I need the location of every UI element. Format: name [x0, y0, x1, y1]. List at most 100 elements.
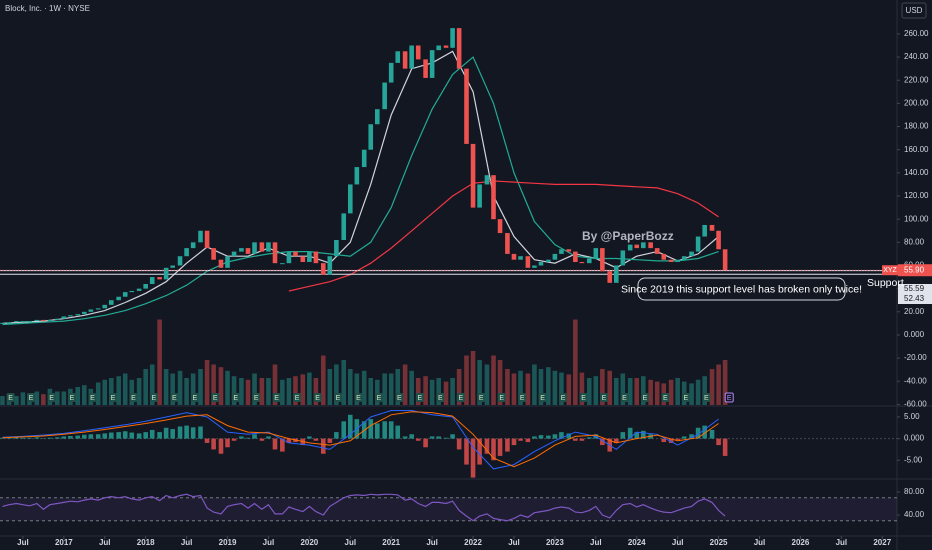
- macd-histogram-bar: [675, 438, 680, 440]
- earnings-letter: E: [561, 395, 566, 402]
- earnings-letter: E: [274, 395, 279, 402]
- x-tick-label: Jul: [263, 538, 275, 547]
- volume-bar: [177, 370, 183, 405]
- candle: [702, 224, 707, 237]
- macd-histogram-bar: [266, 436, 271, 439]
- candle: [88, 309, 94, 312]
- macd-histogram-bar: [477, 438, 482, 465]
- volume-bar: [497, 360, 503, 405]
- earnings-marker: [374, 393, 383, 402]
- volume-bar: [395, 369, 401, 405]
- currency[interactable]: USD: [906, 6, 923, 15]
- macd-histogram-bar: [586, 437, 592, 439]
- candle: [163, 267, 169, 280]
- y-tick-label: 260.00: [904, 29, 929, 38]
- volume-bar: [14, 396, 19, 405]
- volume-bar: [122, 373, 128, 405]
- x-tick-label: 2020: [300, 538, 318, 547]
- earnings-marker: [129, 393, 138, 402]
- macd-histogram-bar: [415, 438, 421, 441]
- candle: [259, 242, 265, 252]
- volume-bar: [293, 376, 298, 405]
- volume-bar: [559, 372, 564, 405]
- earnings-marker: [6, 393, 15, 402]
- candle: [6, 322, 12, 324]
- macd-histogram-bar: [546, 435, 551, 439]
- candle: [47, 319, 53, 322]
- x-tick-label: Jul: [426, 538, 438, 547]
- volume-bar: [218, 367, 224, 405]
- volume-bar: [102, 379, 108, 405]
- earnings-letter: E: [131, 395, 136, 402]
- volume-bar: [190, 373, 196, 405]
- candle: [505, 233, 510, 254]
- macd-histogram-bar: [525, 438, 531, 443]
- support-price: 52.43: [904, 294, 925, 303]
- macd-histogram-bar: [443, 437, 449, 439]
- support-price: 55.59: [904, 284, 925, 293]
- candle: [456, 28, 462, 69]
- currency-box[interactable]: [901, 2, 927, 19]
- candle: [327, 256, 333, 275]
- x-tick-label: Jul: [17, 538, 29, 547]
- macd-histogram-bar: [198, 426, 203, 439]
- y-tick-label: 180.00: [904, 122, 929, 131]
- volume-bar: [716, 364, 721, 405]
- candle: [443, 45, 449, 48]
- macd-histogram-bar: [709, 429, 715, 439]
- volume-bar: [225, 370, 230, 405]
- macd-histogram-bar: [429, 436, 435, 439]
- volume-bar: [415, 378, 421, 405]
- earnings-letter: E: [49, 395, 54, 402]
- candle: [709, 224, 715, 231]
- macd-histogram-bar: [280, 438, 285, 452]
- volume-bar: [640, 376, 646, 405]
- earnings-marker: [640, 393, 649, 402]
- y-tick-label: -20.00: [904, 353, 927, 362]
- macd-histogram-bar: [286, 438, 292, 443]
- macd-histogram-bar: [497, 438, 503, 456]
- macd-histogram-bar: [450, 434, 455, 439]
- earnings-marker: [661, 393, 670, 402]
- candle: [354, 167, 360, 185]
- author: By @PaperBozz: [582, 229, 674, 243]
- earnings-letter: E: [8, 395, 13, 402]
- candle: [157, 277, 162, 280]
- macd-histogram-bar: [75, 435, 81, 439]
- earnings-marker: [724, 392, 734, 403]
- macd-histogram-bar: [341, 421, 347, 439]
- candle: [661, 253, 667, 260]
- y-tick-label: 40.00: [904, 510, 925, 519]
- candle: [546, 259, 551, 263]
- earnings-letter: E: [90, 395, 95, 402]
- earnings-letter: E: [418, 395, 423, 402]
- macd-histogram-bar: [600, 438, 605, 446]
- earnings-letter: E: [356, 395, 361, 402]
- volume-bar: [579, 372, 585, 405]
- volume-bar: [116, 376, 121, 405]
- volume-bar: [368, 378, 374, 405]
- earnings-marker: [231, 393, 240, 402]
- volume-bar: [538, 369, 544, 405]
- candle: [149, 277, 155, 285]
- candle: [716, 230, 721, 250]
- candle: [225, 256, 230, 268]
- volume-bar: [402, 364, 408, 405]
- earnings-letter: E: [70, 395, 75, 402]
- volume-bar: [464, 355, 469, 405]
- earnings-letter: E: [233, 395, 238, 402]
- volume-bar: [702, 376, 707, 405]
- macd-histogram-bar: [505, 438, 510, 452]
- earnings-marker: [477, 393, 486, 402]
- earnings-letter: E: [192, 395, 197, 402]
- earnings-marker: [538, 393, 547, 402]
- macd-histogram-bar: [423, 438, 428, 448]
- candle: [20, 321, 26, 323]
- macd-histogram-bar: [307, 436, 312, 439]
- volume-bar: [163, 369, 169, 405]
- candle: [252, 242, 257, 254]
- macd-histogram-bar: [613, 438, 619, 443]
- candle: [61, 316, 67, 319]
- candle: [689, 251, 694, 257]
- volume-bar: [0, 396, 5, 405]
